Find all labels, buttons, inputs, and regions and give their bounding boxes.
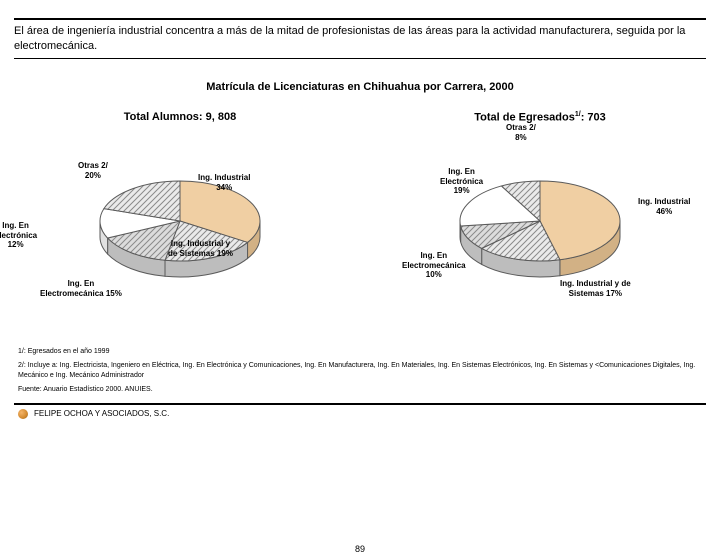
slice-label: Ing. Industrial yde Sistemas 19% (168, 239, 233, 257)
slice-label: Ing. EnElectrónica12% (0, 221, 37, 249)
footnote-1: 1/: Egresados en el año 1999 (18, 347, 702, 357)
slice-label: Otras 2/20% (78, 161, 108, 179)
footer: FELIPE OCHOA Y ASOCIADOS, S.C. (0, 405, 720, 423)
slice-label: Ing. Industrial y deSistemas 17% (560, 279, 631, 297)
left-subtitle: Total Alumnos: 9, 808 (0, 111, 360, 124)
source-line: Fuente: Anuario Estadístico 2000. ANUIES… (18, 385, 702, 395)
slice-label: Otras 2/8% (506, 123, 536, 141)
footer-text: FELIPE OCHOA Y ASOCIADOS, S.C. (34, 409, 169, 418)
left-pie-wrap: Otras 2/20% Ing. Industrial34% Ing. EnElec… (0, 131, 360, 341)
slice-label: Ing. Industrial46% (638, 197, 690, 215)
subtitle-row: Total Alumnos: 9, 808 Total de Egresados… (0, 111, 720, 124)
footnotes: 1/: Egresados en el año 1999 2/: Incluye… (0, 341, 720, 394)
slice-label: Ing. EnElectromecánica 15% (40, 279, 122, 297)
slice-label: Ing. EnElectromecánica10% (402, 251, 466, 279)
right-pie-wrap: Otras 2/8%Ing. EnElectrónica19%Ing. Indu… (360, 131, 720, 341)
slice-label: Ing. EnElectrónica19% (440, 167, 483, 195)
intro-paragraph: El área de ingeniería industrial concent… (0, 20, 720, 56)
page-number: 89 (355, 544, 365, 554)
slice-label: Ing. Industrial34% (198, 173, 250, 191)
chart-title: Matrícula de Licenciaturas en Chihuahua … (0, 81, 720, 93)
under-intro-rule (14, 58, 706, 59)
right-subtitle-pre: Total de Egresados (474, 111, 575, 123)
footer-logo-icon (18, 409, 28, 419)
pies-row: Otras 2/20% Ing. Industrial34% Ing. EnElec… (0, 131, 720, 341)
right-subtitle-post: : 703 (581, 111, 606, 123)
right-subtitle: Total de Egresados1/: 703 (360, 111, 720, 124)
footnote-2: 2/: Incluye a: Ing. Electricista, Ingeni… (18, 361, 702, 381)
